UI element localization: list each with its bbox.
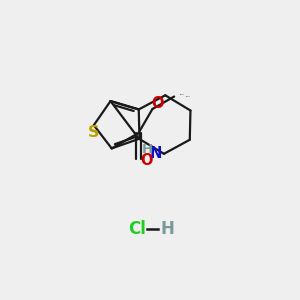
Text: N: N [150, 146, 162, 161]
Text: H: H [141, 143, 152, 157]
Text: H: H [161, 220, 175, 238]
Text: methyl: methyl [186, 96, 190, 97]
Text: S: S [88, 125, 100, 140]
Text: O: O [140, 153, 152, 168]
Text: O: O [152, 96, 164, 111]
Text: methyl: methyl [179, 94, 184, 95]
Text: Cl: Cl [128, 220, 146, 238]
